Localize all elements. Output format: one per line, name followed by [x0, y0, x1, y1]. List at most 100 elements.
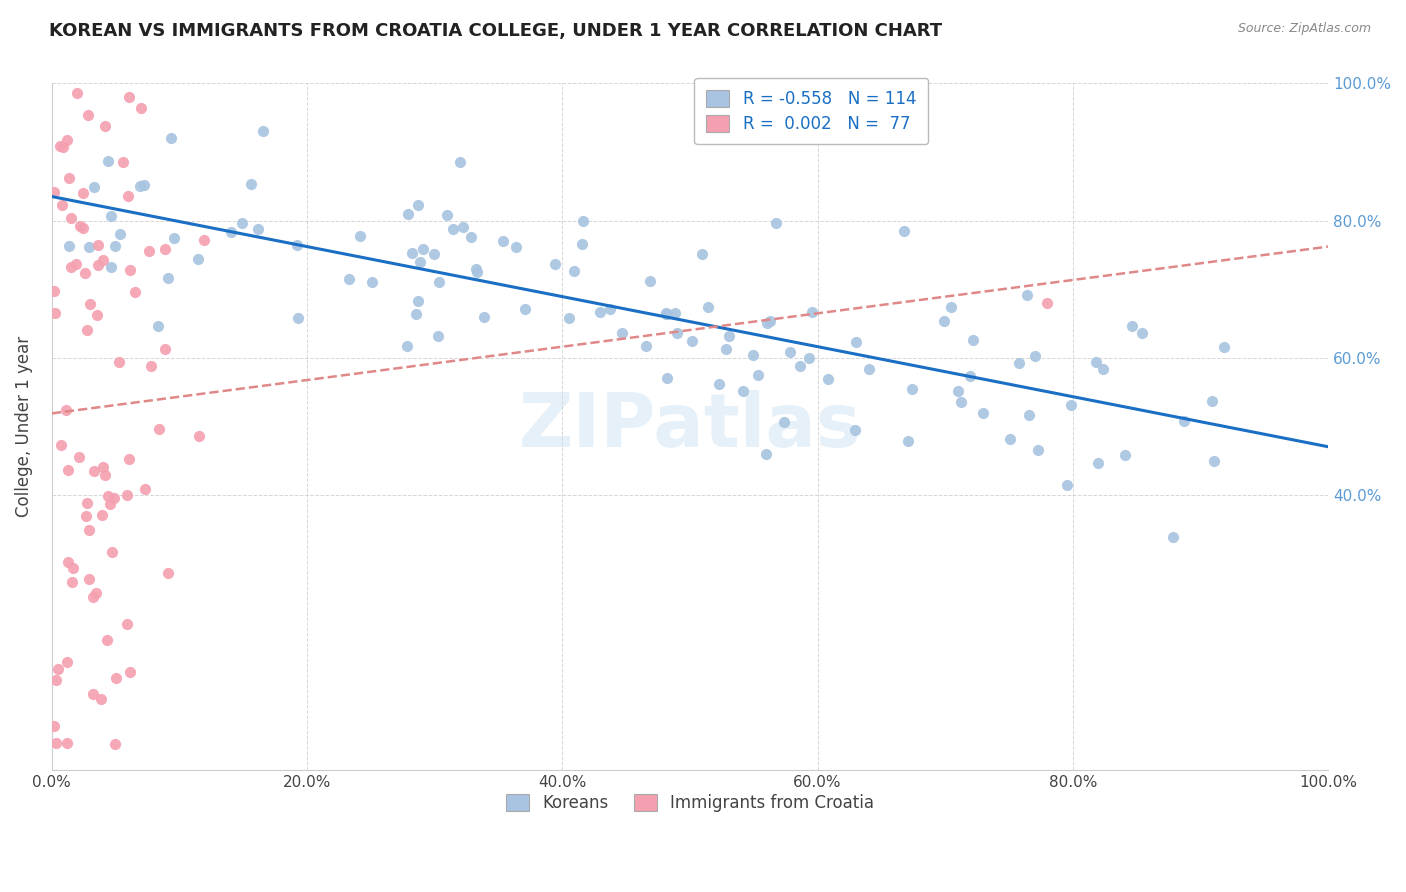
Point — [1060, 398, 1083, 412]
Point — [1087, 456, 1109, 470]
Point — [492, 234, 515, 248]
Point — [129, 102, 152, 116]
Point — [97, 153, 120, 168]
Point — [86, 586, 108, 600]
Point — [59, 211, 82, 225]
Point — [72, 186, 94, 200]
Point — [129, 179, 152, 194]
Point — [733, 384, 755, 398]
Y-axis label: College, Under 1 year: College, Under 1 year — [15, 336, 32, 517]
Point — [100, 209, 122, 223]
Point — [409, 255, 432, 269]
Point — [1036, 296, 1059, 310]
Point — [79, 296, 101, 310]
Point — [1114, 449, 1136, 463]
Point — [717, 329, 740, 343]
Point — [134, 482, 156, 496]
Point — [797, 351, 820, 365]
Point — [634, 339, 657, 353]
Point — [599, 302, 621, 317]
Point — [157, 270, 180, 285]
Point — [405, 307, 427, 321]
Point — [77, 240, 100, 254]
Point — [221, 225, 243, 239]
Point — [83, 464, 105, 478]
Text: ZIPatlas: ZIPatlas — [519, 390, 862, 463]
Point — [946, 384, 969, 399]
Point — [959, 369, 981, 384]
Point — [558, 310, 581, 325]
Point — [655, 305, 678, 319]
Point — [94, 468, 117, 483]
Point — [406, 198, 429, 212]
Point — [741, 347, 763, 361]
Point — [1056, 477, 1078, 491]
Point — [101, 545, 124, 559]
Point — [98, 498, 121, 512]
Point — [94, 120, 117, 134]
Point — [60, 575, 83, 590]
Point — [972, 406, 994, 420]
Point — [349, 229, 371, 244]
Point — [465, 261, 488, 276]
Point — [45, 735, 67, 749]
Point — [441, 222, 464, 236]
Point — [1084, 355, 1107, 369]
Point — [82, 687, 104, 701]
Point — [817, 372, 839, 386]
Point — [427, 329, 450, 343]
Point — [118, 451, 141, 466]
Point — [449, 155, 471, 169]
Point — [46, 662, 69, 676]
Point — [103, 491, 125, 505]
Point — [772, 415, 794, 429]
Point — [962, 334, 984, 348]
Point — [188, 429, 211, 443]
Point — [949, 395, 972, 409]
Point — [247, 221, 270, 235]
Point — [96, 633, 118, 648]
Point — [105, 672, 128, 686]
Point — [1091, 362, 1114, 376]
Point — [765, 216, 787, 230]
Point — [108, 355, 131, 369]
Point — [1213, 340, 1236, 354]
Point — [44, 305, 66, 319]
Point — [75, 266, 97, 280]
Point — [939, 301, 962, 315]
Point — [396, 339, 419, 353]
Point — [115, 488, 138, 502]
Point — [1121, 318, 1143, 333]
Point — [104, 239, 127, 253]
Point — [572, 214, 595, 228]
Point — [412, 242, 434, 256]
Point — [1202, 454, 1225, 468]
Point — [472, 310, 495, 324]
Point — [141, 359, 163, 374]
Point — [56, 555, 79, 569]
Point — [1026, 442, 1049, 457]
Point — [789, 359, 811, 374]
Point — [108, 227, 131, 242]
Point — [86, 308, 108, 322]
Point — [429, 275, 451, 289]
Point — [759, 313, 782, 327]
Point — [146, 318, 169, 333]
Point — [544, 257, 567, 271]
Point — [240, 177, 263, 191]
Point — [42, 719, 65, 733]
Point — [87, 238, 110, 252]
Text: KOREAN VS IMMIGRANTS FROM CROATIA COLLEGE, UNDER 1 YEAR CORRELATION CHART: KOREAN VS IMMIGRANTS FROM CROATIA COLLEG… — [49, 22, 942, 40]
Point — [69, 219, 91, 234]
Point — [75, 508, 97, 523]
Point — [467, 265, 489, 279]
Point — [1024, 349, 1046, 363]
Point — [55, 403, 77, 417]
Point — [193, 233, 215, 247]
Point — [690, 247, 713, 261]
Point — [287, 311, 309, 326]
Point — [285, 238, 308, 252]
Point — [655, 371, 678, 385]
Point — [1018, 408, 1040, 422]
Point — [562, 263, 585, 277]
